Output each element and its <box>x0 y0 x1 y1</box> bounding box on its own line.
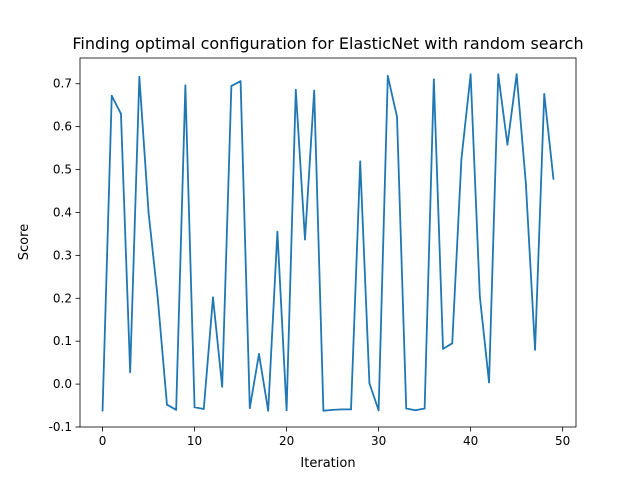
data-point <box>451 342 454 345</box>
x-tick-label: 40 <box>463 434 478 448</box>
x-tick-label: 50 <box>555 434 570 448</box>
data-point <box>193 406 196 409</box>
y-tick-label: 0.2 <box>53 291 72 305</box>
x-tick-label: 10 <box>187 434 202 448</box>
series-line <box>101 73 555 412</box>
x-axis: 0 10 20 30 40 50 <box>99 427 570 448</box>
data-point <box>386 75 389 77</box>
y-tick-label: 0.0 <box>53 377 72 391</box>
data-point <box>239 80 242 83</box>
data-point <box>350 408 352 411</box>
data-point <box>524 182 527 185</box>
data-point <box>340 408 343 411</box>
data-point <box>368 382 371 385</box>
data-point <box>276 230 279 233</box>
data-point <box>101 409 104 412</box>
data-point <box>212 296 214 299</box>
y-axis-label: Score <box>17 224 32 260</box>
y-tick-label: 0.7 <box>53 77 72 91</box>
y-tick-label: 0.5 <box>53 163 72 177</box>
data-point <box>331 408 334 411</box>
data-point <box>138 75 141 78</box>
data-point <box>313 89 316 92</box>
data-point <box>515 73 518 76</box>
y-axis: -0.1 0.0 0.1 0.2 0.3 0.4 0.5 0.6 0.7 <box>49 77 80 434</box>
data-point <box>423 407 426 410</box>
data-point <box>543 93 546 95</box>
data-point <box>304 238 306 241</box>
data-point <box>184 84 187 87</box>
data-point <box>552 178 555 180</box>
data-point <box>147 211 150 214</box>
data-point <box>432 78 435 81</box>
data-point <box>110 94 113 97</box>
chart-title: Finding optimal configuration for Elasti… <box>72 34 583 53</box>
plot-area <box>79 57 577 428</box>
data-point <box>442 348 444 350</box>
data-point <box>120 112 122 115</box>
y-tick-label: -0.1 <box>49 420 72 434</box>
data-point <box>414 409 417 412</box>
data-point <box>230 84 233 87</box>
x-tick-label: 30 <box>371 434 386 448</box>
data-point <box>156 297 159 300</box>
data-point <box>534 348 536 351</box>
data-point <box>359 160 362 163</box>
data-point <box>221 385 224 388</box>
data-point <box>294 88 297 91</box>
data-point <box>497 73 500 76</box>
data-point <box>469 73 472 76</box>
x-axis-label: Iteration <box>300 456 355 471</box>
data-point <box>405 407 408 410</box>
data-point <box>175 408 178 411</box>
data-point <box>322 409 325 412</box>
data-point <box>506 143 509 146</box>
data-point <box>396 115 398 118</box>
data-point <box>202 408 205 410</box>
data-point <box>248 407 251 410</box>
data-point <box>285 409 288 412</box>
x-tick-label: 0 <box>99 434 107 448</box>
data-point <box>460 157 463 160</box>
data-point <box>267 409 270 412</box>
data-point <box>258 353 260 355</box>
data-points <box>101 73 555 412</box>
data-point <box>166 403 168 406</box>
data-point <box>377 409 380 412</box>
x-tick-label: 20 <box>279 434 294 448</box>
y-tick-label: 0.1 <box>53 334 72 348</box>
data-point <box>488 381 490 384</box>
y-tick-label: 0.6 <box>53 120 72 134</box>
y-tick-label: 0.3 <box>53 248 72 262</box>
data-point <box>478 295 481 298</box>
data-point <box>129 371 132 373</box>
y-tick-label: 0.4 <box>53 205 72 219</box>
